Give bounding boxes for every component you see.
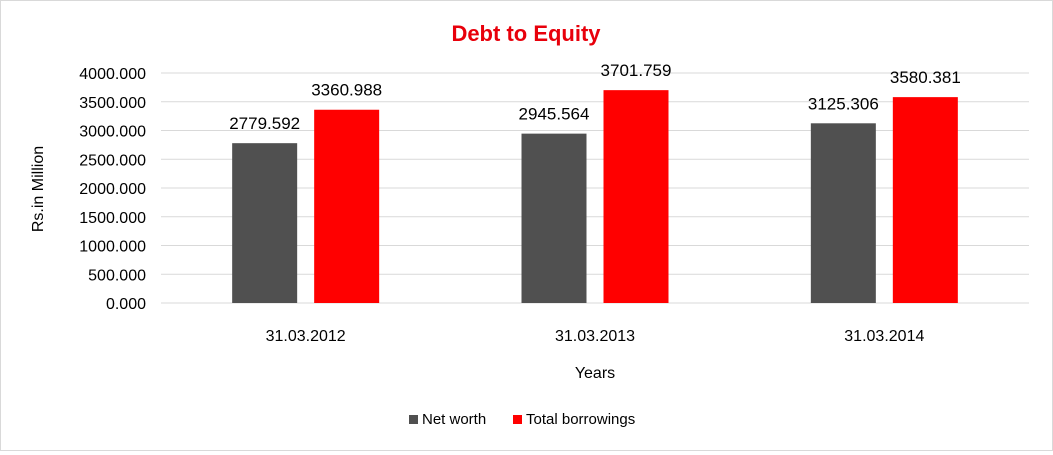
legend-swatch — [409, 415, 418, 424]
x-axis-ticks: 31.03.2012 31.03.2013 31.03.2014 — [266, 328, 925, 345]
bar-net-worth — [521, 133, 587, 303]
bar-net-worth — [810, 123, 876, 303]
legend-swatch — [513, 415, 522, 424]
y-tick-label: 1000.000 — [79, 239, 146, 256]
y-tick-label: 0.000 — [106, 296, 146, 313]
data-label: 3701.759 — [601, 61, 672, 80]
y-tick-label: 2000.000 — [79, 181, 146, 198]
bar-total-borrowings — [603, 90, 669, 303]
x-tick-label: 31.03.2013 — [555, 328, 635, 345]
chart-title: Debt to Equity — [451, 21, 601, 46]
data-label: 3360.988 — [311, 81, 382, 100]
y-tick-label: 4000.000 — [79, 66, 146, 83]
bar-net-worth — [232, 143, 298, 303]
data-label: 3580.381 — [890, 68, 961, 87]
data-label: 2945.564 — [519, 105, 590, 124]
x-tick-label: 31.03.2014 — [844, 328, 924, 345]
y-tick-label: 2500.000 — [79, 152, 146, 169]
legend: Net worth Total borrowings — [409, 411, 635, 428]
y-tick-label: 500.000 — [88, 267, 146, 284]
y-tick-label: 3500.000 — [79, 95, 146, 112]
bar-total-borrowings — [892, 97, 958, 304]
data-label: 2779.592 — [229, 114, 300, 133]
legend-label: Total borrowings — [526, 411, 635, 428]
bar-layer: 2779.592 3360.988 2945.564 3701.759 3125.306… — [229, 61, 961, 304]
y-axis-ticks: 0.000 500.000 1000.000 1500.000 2000.000 2500… — [79, 66, 146, 313]
x-axis-title: Years — [575, 365, 615, 382]
grid-layer — [161, 72, 1029, 304]
x-tick-label: 31.03.2012 — [266, 328, 346, 345]
y-axis-title: Rs.in Million — [30, 146, 47, 232]
data-label: 3125.306 — [808, 94, 879, 113]
y-tick-label: 1500.000 — [79, 210, 146, 227]
legend-label: Net worth — [422, 411, 486, 428]
y-tick-label: 3000.000 — [79, 124, 146, 141]
bar-total-borrowings — [314, 109, 380, 303]
